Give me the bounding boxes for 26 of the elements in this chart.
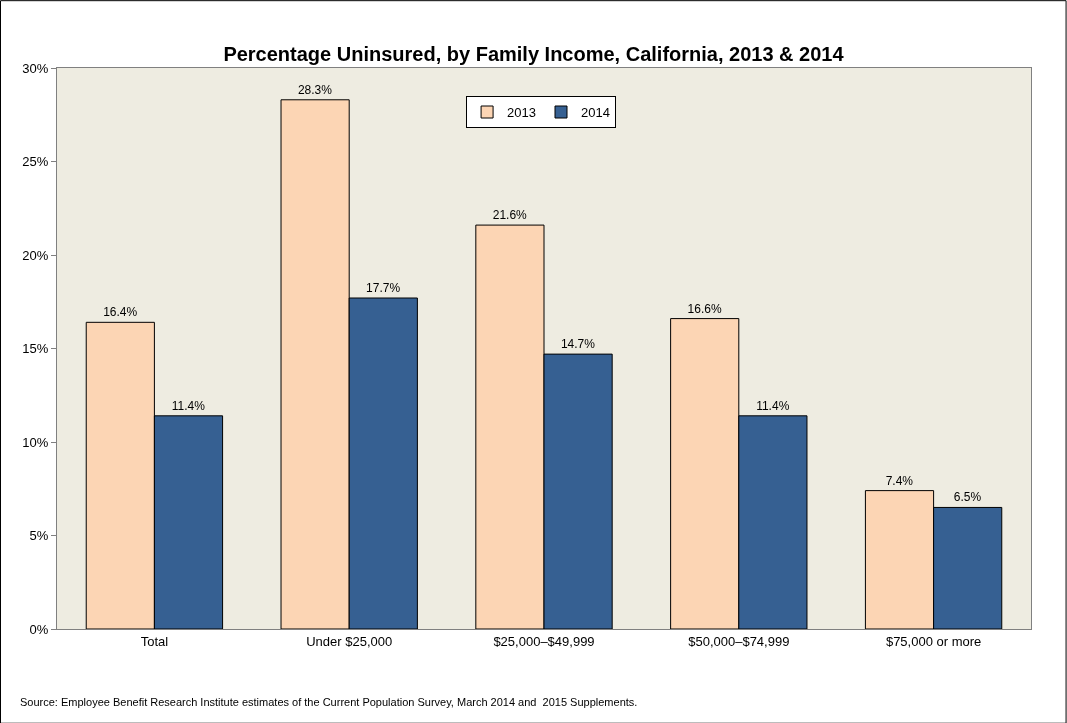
data-label: 16.6% xyxy=(687,301,722,316)
x-tick-label: $50,000–$74,999 xyxy=(688,633,790,649)
data-label: 6.5% xyxy=(953,490,982,505)
data-label: 7.4% xyxy=(885,473,914,488)
legend-label: 2013 xyxy=(507,105,536,121)
x-tick-label: Under $25,000 xyxy=(306,633,393,649)
chart-title: Percentage Uninsured, by Family Income, California, 2013 & 2014 xyxy=(223,43,845,66)
data-label: 14.7% xyxy=(560,337,596,352)
x-tick-label: $75,000 or more xyxy=(885,633,982,649)
x-tick-label: $25,000–$49,999 xyxy=(493,633,595,649)
x-tick-label: Total xyxy=(140,633,169,649)
y-tick-label: 5% xyxy=(29,528,49,544)
y-tick-label: 15% xyxy=(22,341,49,357)
data-label: 11.4% xyxy=(756,398,790,413)
data-label: 21.6% xyxy=(492,208,528,223)
data-label: 28.3% xyxy=(297,82,333,97)
y-tick-label: 20% xyxy=(22,247,49,263)
legend-label: 2014 xyxy=(581,105,610,121)
data-label: 17.7% xyxy=(366,281,401,296)
data-label: 16.4% xyxy=(103,305,138,320)
y-tick-label: 25% xyxy=(22,154,49,170)
source-note: Source: Employee Benefit Research Institute estimates of the Current Population Survey, March 2014 and 2015 Supplements. xyxy=(20,696,638,708)
y-tick-label: 0% xyxy=(29,621,49,637)
data-label: 11.4% xyxy=(171,398,206,413)
y-tick-label: 30% xyxy=(22,60,49,76)
y-tick-label: 10% xyxy=(22,434,49,450)
